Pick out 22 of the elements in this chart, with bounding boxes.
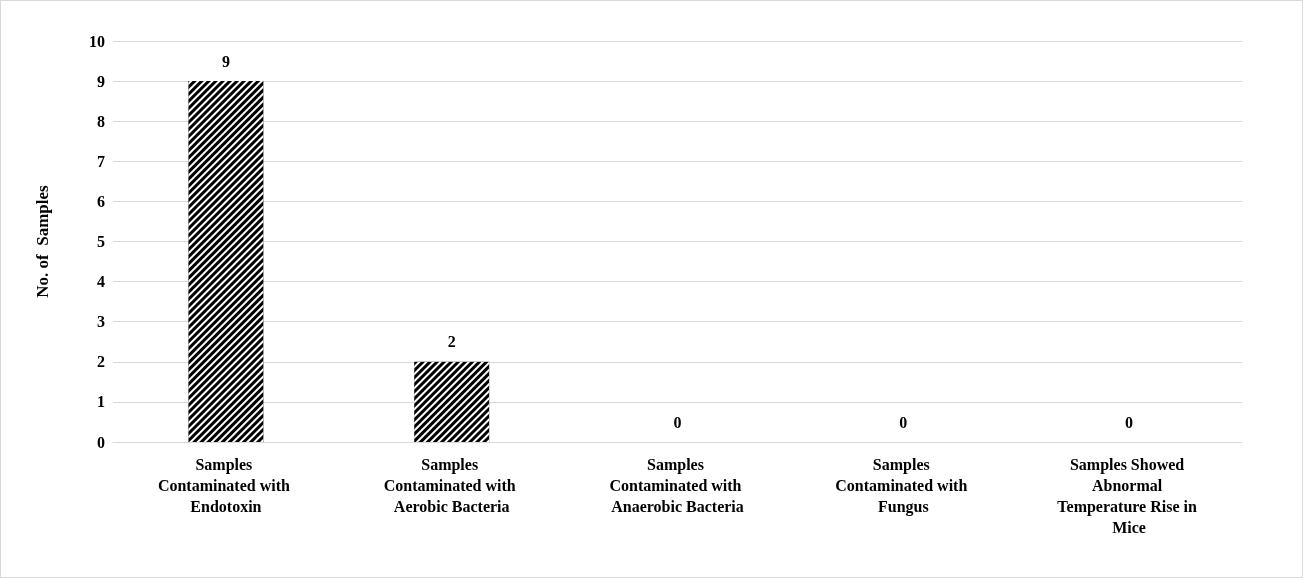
y-tick-label: 7 bbox=[97, 152, 105, 170]
x-tick-label: Samples Contaminated with Aerobic Bacteria bbox=[383, 456, 520, 515]
y-tick-label: 4 bbox=[97, 273, 105, 291]
x-tick-label: Samples Showed Abnormal Temperature Rise in Mice bbox=[1057, 456, 1201, 536]
y-tick-label: 5 bbox=[97, 233, 105, 250]
y-axis-title: No. of Samples bbox=[33, 184, 52, 298]
data-label: 0 bbox=[673, 413, 682, 431]
y-tick-label: 1 bbox=[97, 393, 105, 411]
y-tick-label: 3 bbox=[97, 313, 105, 331]
data-label: 0 bbox=[1125, 413, 1134, 431]
data-label: 9 bbox=[221, 52, 230, 70]
y-tick-label: 8 bbox=[97, 112, 105, 130]
y-tick-label: 0 bbox=[97, 433, 105, 451]
data-label: 0 bbox=[899, 413, 908, 431]
y-tick-label: 6 bbox=[97, 192, 105, 210]
y-tick-label: 9 bbox=[97, 72, 105, 90]
x-tick-label: Samples Contaminated with Endotoxin bbox=[157, 456, 294, 515]
y-tick-label: 2 bbox=[97, 353, 105, 371]
y-tick-label: 10 bbox=[89, 32, 105, 50]
x-tick-label: Samples Contaminated with Fungus bbox=[835, 456, 972, 516]
x-tick-label: Samples Contaminated with Anaerobic Bacteria bbox=[609, 456, 746, 515]
data-label: 2 bbox=[447, 333, 456, 351]
